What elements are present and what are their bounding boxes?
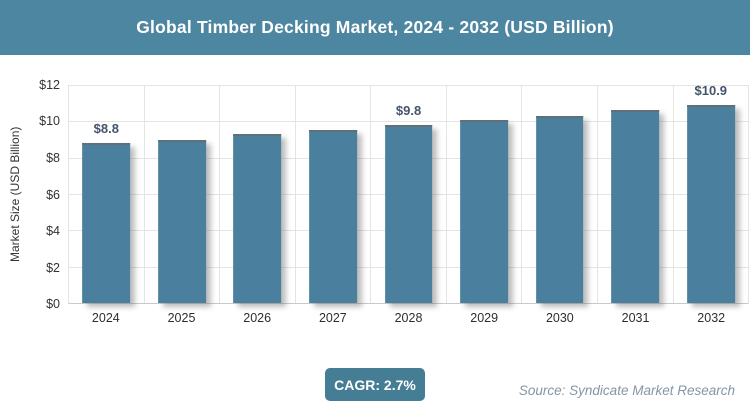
bar-2028 — [384, 124, 433, 303]
x-tick-label: 2031 — [621, 311, 650, 325]
cagr-badge: CAGR: 2.7% — [325, 368, 425, 401]
bar-2032 — [686, 104, 735, 303]
y-tick-label: $10 — [39, 114, 60, 129]
bar-2025 — [157, 139, 206, 303]
bar-2024 — [82, 143, 131, 303]
y-tick-label: $12 — [39, 78, 60, 92]
chart-column: $10.9 — [674, 82, 749, 303]
gridline-horizontal — [69, 85, 748, 86]
chart-column — [447, 85, 523, 303]
chart-column: $9.8 — [371, 85, 447, 303]
x-tick-label: 2026 — [243, 311, 272, 325]
y-axis-ticks: $0 $2 $4 $6 $8 $10 $12 — [0, 78, 60, 311]
y-tick-label: $2 — [46, 260, 60, 275]
chart-column — [145, 85, 221, 303]
bar-value-label: $10.9 — [694, 82, 728, 98]
title-banner: Global Timber Decking Market, 2024 - 203… — [0, 0, 750, 55]
bar-2031 — [611, 110, 660, 303]
chart-column — [598, 85, 674, 303]
x-axis-ticks: 2024 2025 2026 2027 2028 2029 2030 2031 2032 — [68, 311, 749, 329]
chart-column — [522, 85, 598, 303]
chart-column — [296, 85, 372, 303]
y-tick-label: $0 — [46, 297, 60, 311]
chart-column: $8.8 — [69, 85, 145, 303]
bar-2026 — [233, 134, 282, 303]
x-tick-label: 2028 — [394, 311, 423, 325]
x-tick-label: 2029 — [470, 311, 499, 325]
x-tick-label: 2030 — [545, 311, 574, 325]
x-tick-label: 2032 — [697, 311, 726, 325]
y-tick-label: $8 — [46, 150, 60, 165]
y-tick-label: $6 — [46, 187, 60, 202]
chart-title: Global Timber Decking Market, 2024 - 203… — [136, 17, 614, 37]
x-tick-label: 2027 — [318, 311, 347, 325]
bar-value-label: $8.8 — [93, 121, 119, 137]
y-tick-label: $4 — [46, 223, 60, 238]
x-tick-label: 2024 — [91, 311, 120, 325]
x-tick-label: 2025 — [167, 311, 196, 325]
plot-area: $8.8 $9.8 $10.9 — [68, 82, 749, 304]
gridline-horizontal — [69, 121, 748, 123]
bar-2027 — [309, 130, 357, 303]
bar-2030 — [535, 115, 584, 303]
chart-column — [220, 85, 296, 303]
bar-2029 — [460, 119, 508, 303]
source-credit: Source: Syndicate Market Research — [518, 383, 735, 398]
bar-value-label: $9.8 — [395, 102, 422, 118]
